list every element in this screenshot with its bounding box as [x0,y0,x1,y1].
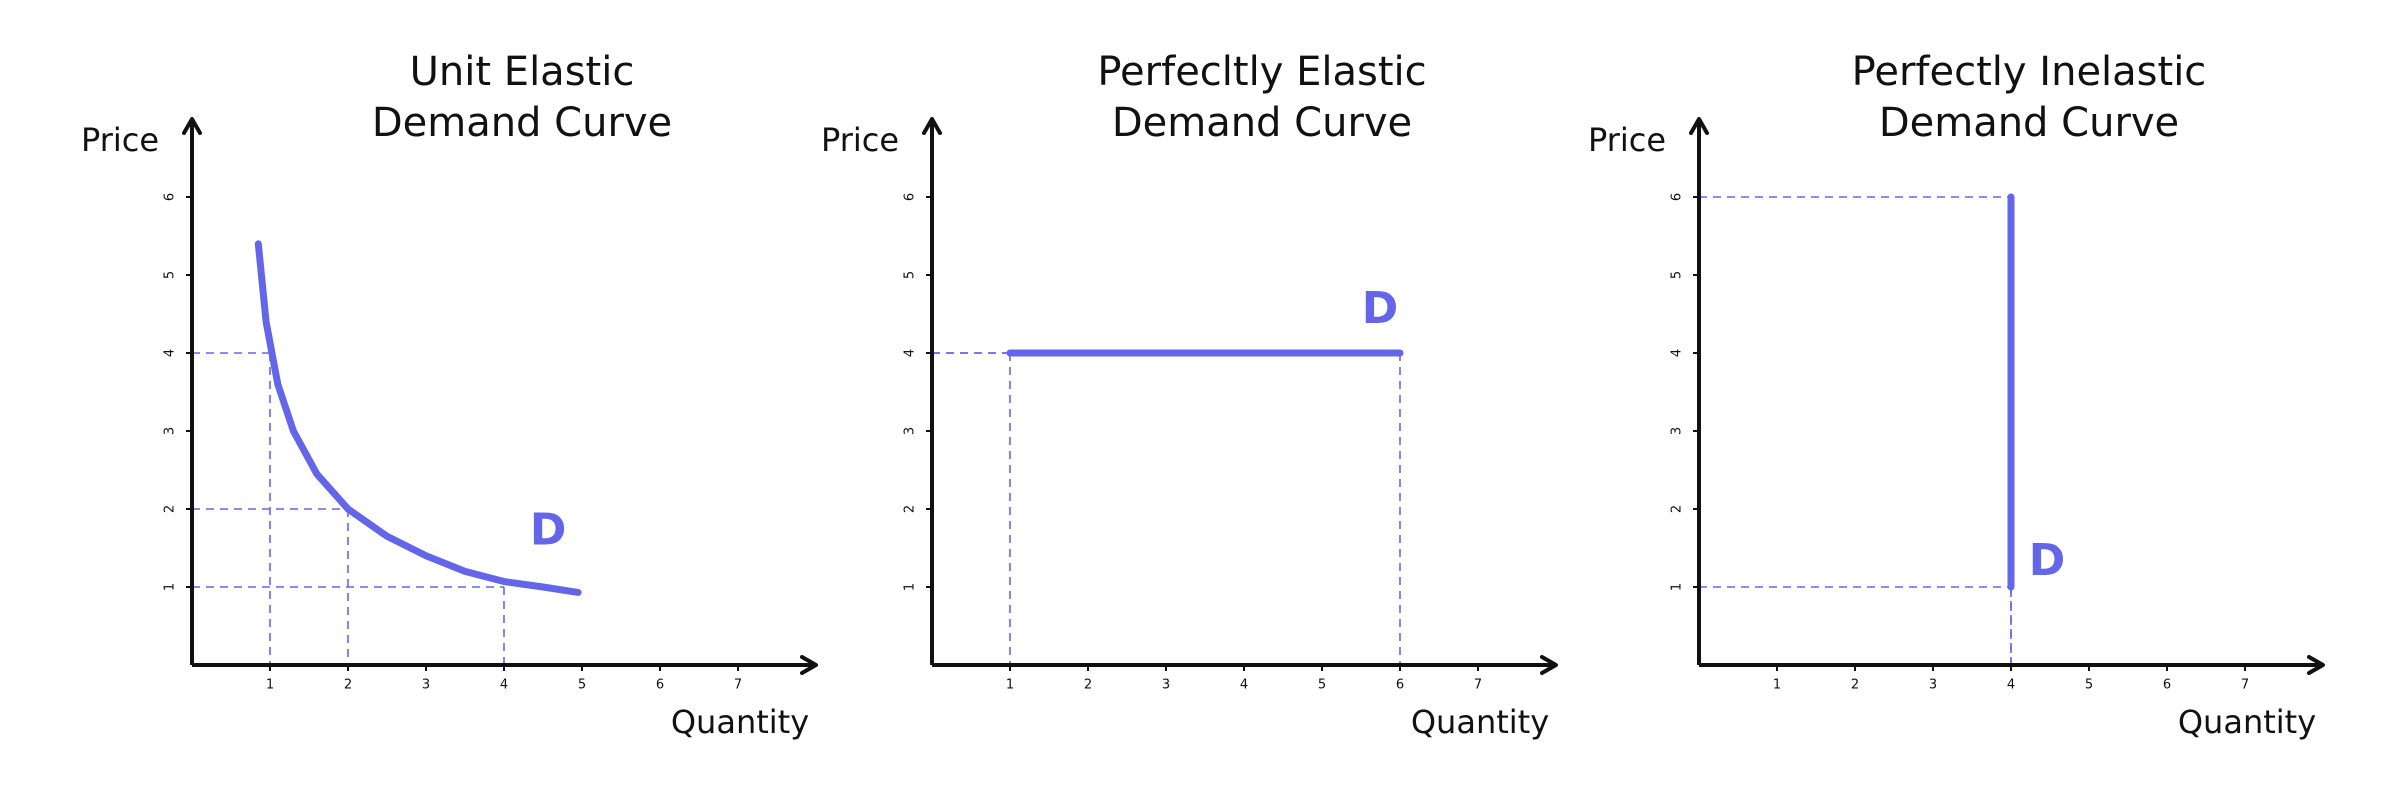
x-tick-label: 2 [1851,678,1859,693]
y-tick-label: 5 [1670,271,1685,279]
x-tick-label: 4 [500,678,508,693]
y-tick-label: 1 [1670,583,1685,591]
y-tick-label: 3 [163,427,178,435]
chart-title: Demand Curve [1112,100,1412,146]
y-tick-label: 5 [903,271,918,279]
y-axis-label: Price [821,121,899,159]
y-tick-label: 6 [163,193,178,201]
y-tick-label: 2 [163,505,178,513]
y-tick-label: 1 [903,583,918,591]
x-tick-label: 7 [734,678,742,693]
y-tick-label: 6 [1670,193,1685,201]
chart-title: Perfecltly Elastic [1097,49,1426,95]
x-tick-label: 5 [578,678,586,693]
x-tick-label: 2 [344,678,352,693]
curve-label: D [530,504,567,555]
y-tick-label: 4 [163,349,178,357]
x-tick-label: 3 [422,678,430,693]
chart-title: Perfectly Inelastic [1852,49,2207,95]
x-tick-label: 3 [1929,678,1937,693]
x-tick-label: 4 [1240,678,1248,693]
y-tick-label: 6 [903,193,918,201]
x-tick-label: 1 [266,678,274,693]
y-tick-label: 1 [163,583,178,591]
x-tick-label: 1 [1773,678,1781,693]
y-tick-label: 2 [903,505,918,513]
x-tick-label: 6 [1396,678,1404,693]
chart: Perfectly Inelastic Demand Curve Price Quan… [1588,49,2325,741]
x-tick-label: 6 [2163,678,2171,693]
y-tick-label: 5 [163,271,178,279]
x-axis-label: Quantity [2178,703,2316,741]
demand-line [254,240,582,596]
y-axis-label: Price [81,121,159,159]
x-axis-label: Quantity [1411,703,1549,741]
y-tick-label: 3 [903,427,918,435]
x-tick-label: 3 [1162,678,1170,693]
chart-title: Demand Curve [372,100,672,146]
y-axis-label: Price [1588,121,1666,159]
chart-title: Demand Curve [1879,100,2179,146]
y-tick-label: 2 [1670,505,1685,513]
y-tick-label: 4 [903,349,918,357]
y-tick-label: 4 [1670,349,1685,357]
x-tick-label: 5 [1318,678,1326,693]
chart-title: Unit Elastic [410,49,635,95]
x-tick-label: 2 [1084,678,1092,693]
chart: Unit Elastic Demand Curve Price Quantity 1 2 3… [81,49,818,741]
x-axis-label: Quantity [671,703,809,741]
x-tick-label: 5 [2085,678,2093,693]
curve-label: D [1362,283,1399,334]
x-tick-label: 1 [1006,678,1014,693]
x-tick-label: 4 [2007,678,2015,693]
chart: Perfecltly Elastic Demand Curve Price Quant… [821,49,1558,741]
x-tick-label: 7 [2241,678,2249,693]
y-tick-label: 3 [1670,427,1685,435]
x-tick-label: 7 [1474,678,1482,693]
curve-label: D [2029,535,2066,586]
x-tick-label: 6 [656,678,664,693]
